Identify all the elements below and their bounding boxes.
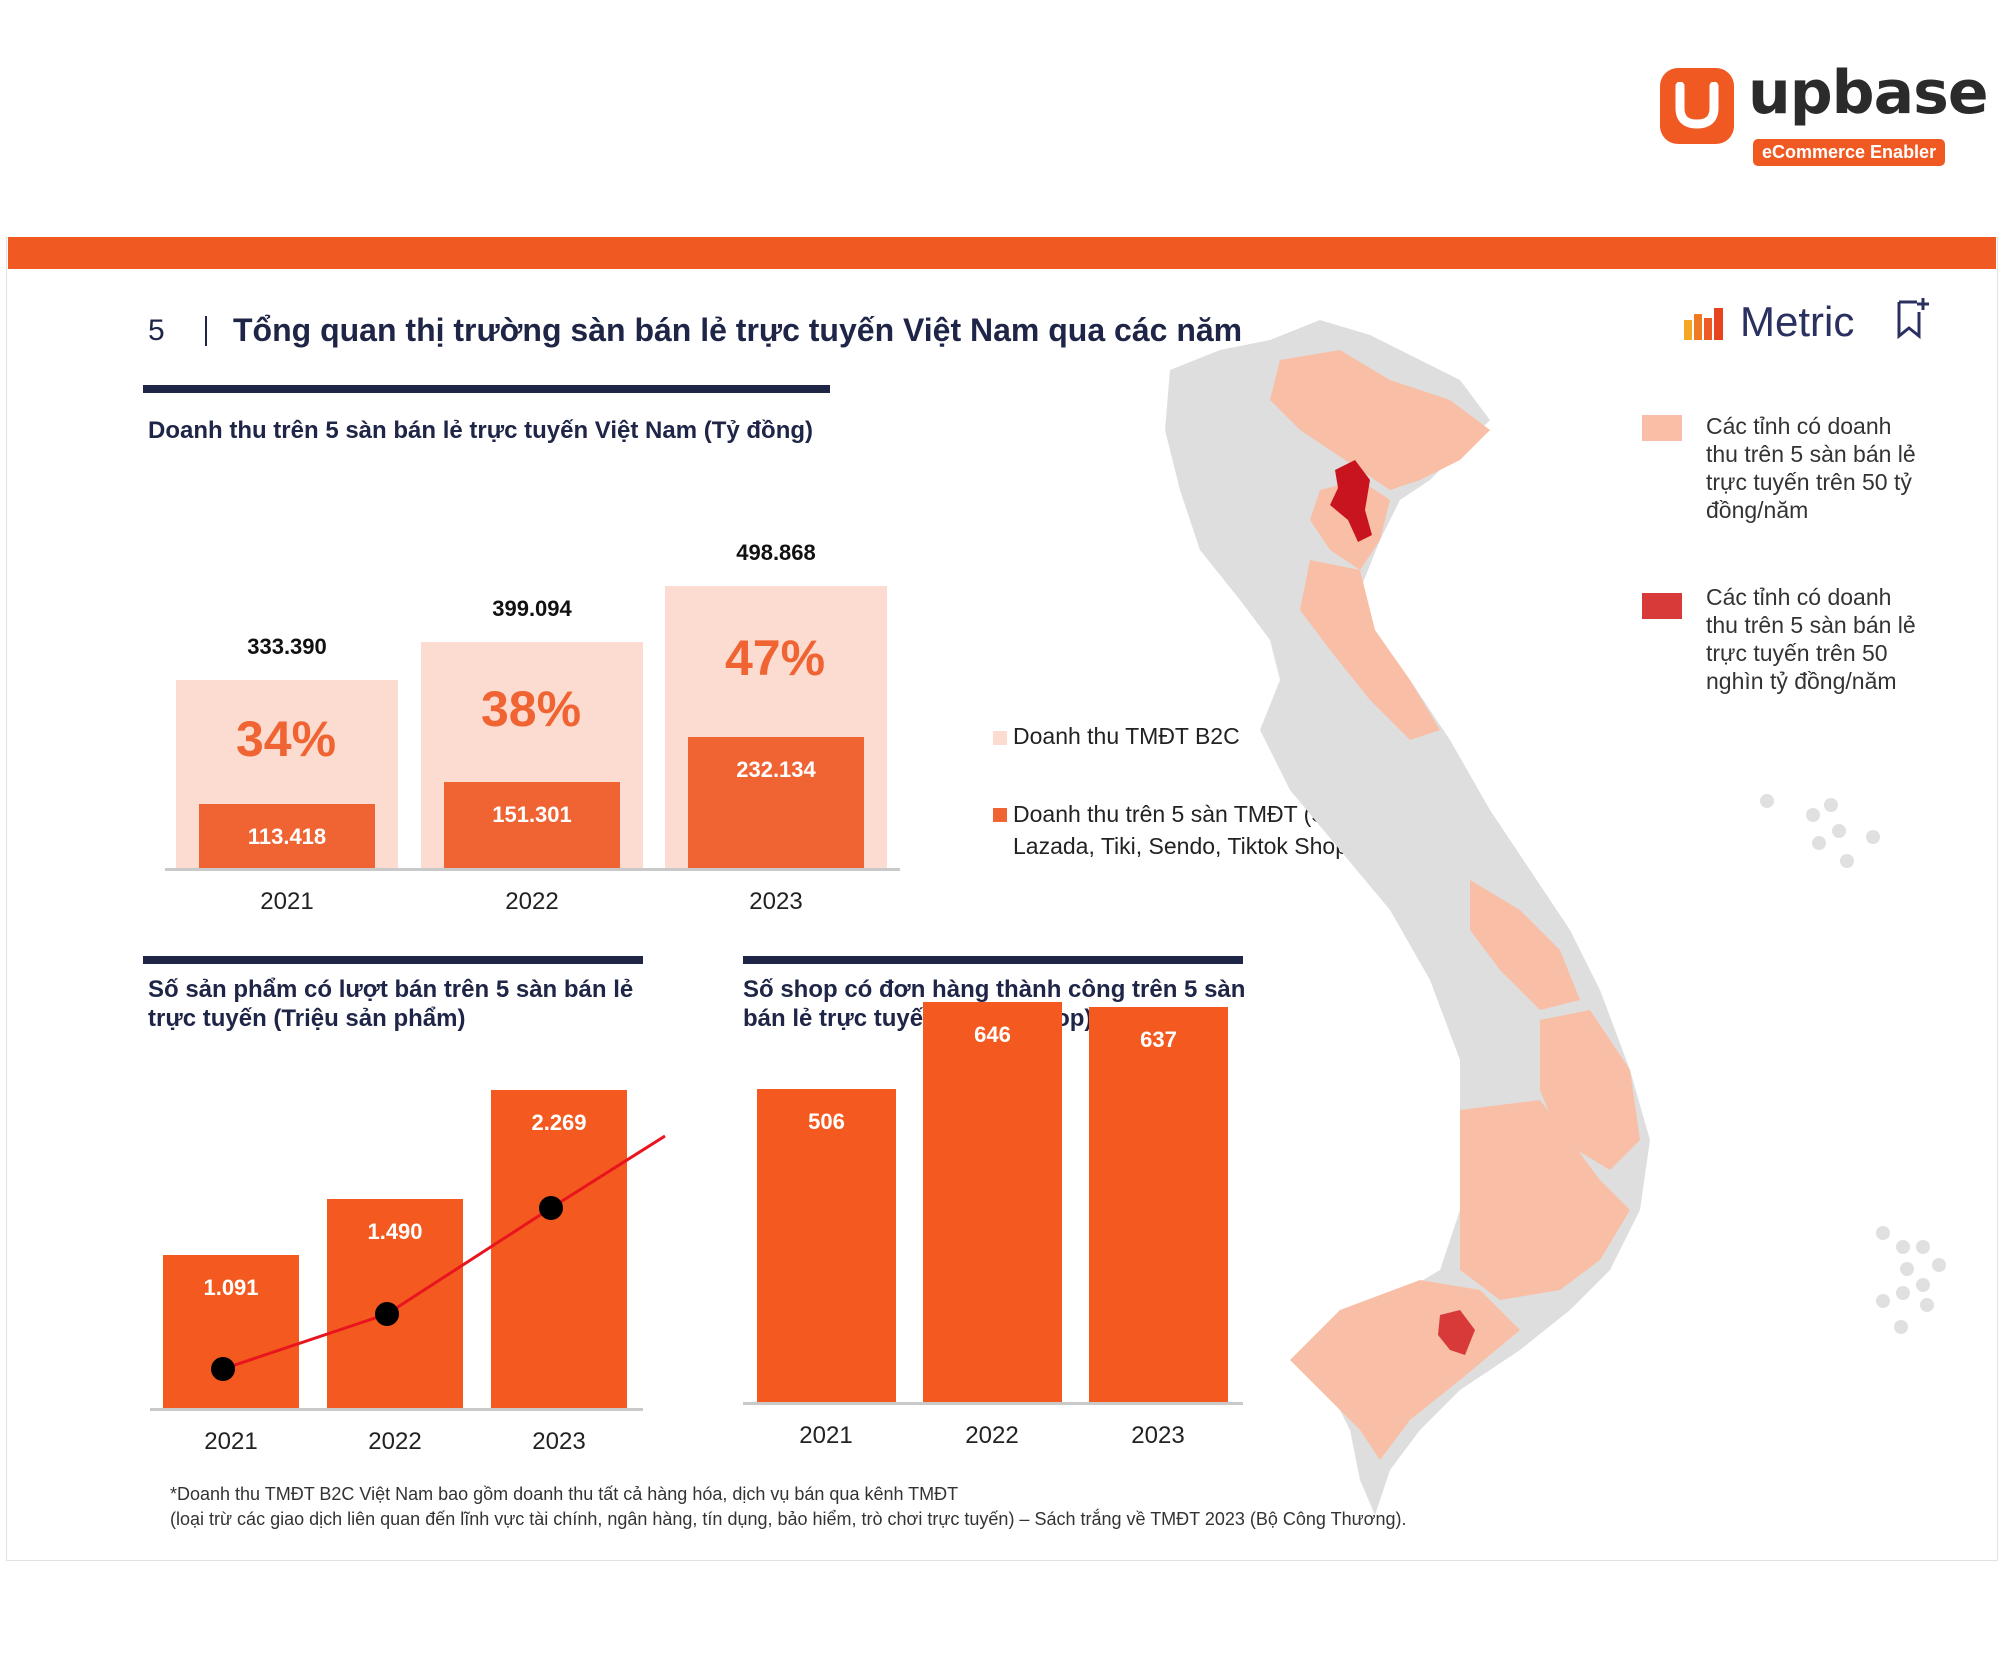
map-central-coast-1 xyxy=(1470,880,1580,1010)
upbase-logo-icon xyxy=(1660,68,1734,144)
bar-5-platforms-2023 xyxy=(688,736,864,868)
share-label-2022: 38% xyxy=(480,681,582,738)
products-trend-line xyxy=(211,1134,666,1381)
legend-swatch-5-platforms xyxy=(993,808,1007,822)
trend-point-2021 xyxy=(211,1357,235,1381)
bar-products-2023 xyxy=(491,1090,627,1408)
bar-5-platforms-2022 xyxy=(444,782,620,868)
metric-logo-text: Metric xyxy=(1740,298,1855,345)
revenue-x-axis xyxy=(165,868,900,871)
footnote-line1: *Doanh thu TMĐT B2C Việt Nam bao gồm doa… xyxy=(170,1484,959,1504)
value-label-shops-2023: 637 xyxy=(1140,1027,1177,1053)
map-legend-label-light: Các tỉnh có doanh thu trên 5 sàn bán lẻ … xyxy=(1706,413,1916,523)
logo-wordmark: upbase xyxy=(1748,58,1989,128)
products-x-axis xyxy=(150,1408,643,1411)
metric-logo-icon xyxy=(1684,306,1730,345)
bar-shops-2023 xyxy=(1089,1007,1228,1402)
revenue-chart-rule xyxy=(143,385,830,393)
x-tick-2022: 2022 xyxy=(505,888,559,915)
trend-point-2022 xyxy=(375,1302,399,1326)
decorative-dots-bottom xyxy=(1876,1224,1956,1344)
vietnam-map xyxy=(1165,320,1650,1515)
map-hanoi-region xyxy=(1330,460,1372,542)
bookmark-add-icon[interactable] xyxy=(1895,296,1931,345)
value-label-2023: 232.134 xyxy=(736,756,816,782)
map-hcmc-region xyxy=(1438,1310,1475,1355)
value-label-products-2023: 2.269 xyxy=(531,1110,587,1136)
slide-number: 5 xyxy=(148,314,165,347)
x-tick-products-2021: 2021 xyxy=(204,1428,258,1455)
value-label-products-2021: 1.091 xyxy=(203,1275,259,1301)
x-tick-shops-2022: 2022 xyxy=(965,1422,1019,1449)
trend-polyline xyxy=(222,1134,666,1371)
map-legend-swatch-dark xyxy=(1642,593,1682,619)
x-tick-products-2023: 2023 xyxy=(532,1428,586,1455)
legend-swatch-b2c xyxy=(993,731,1007,745)
x-tick-shops-2021: 2021 xyxy=(799,1422,853,1449)
upbase-logo: upbase eCommerce Enabler xyxy=(1660,58,1989,176)
share-label-2023: 47% xyxy=(724,630,826,687)
x-tick-2023: 2023 xyxy=(749,888,803,915)
map-south-central-provinces xyxy=(1460,1100,1630,1300)
decorative-dots-top xyxy=(1760,790,1890,880)
share-label-2021: 34% xyxy=(235,710,337,767)
x-tick-shops-2023: 2023 xyxy=(1131,1422,1185,1449)
legend-label-5-platforms-line2: Lazada, Tiki, Sendo, Tiktok Shop) xyxy=(1013,833,1356,859)
slide-top-bar xyxy=(8,237,1996,269)
shops-x-axis xyxy=(743,1402,1243,1405)
map-legend-label-dark: Các tỉnh có doanh thu trên 5 sàn bán lẻ … xyxy=(1706,584,1916,694)
trend-point-2023 xyxy=(539,1196,563,1220)
bar-products-2022 xyxy=(327,1199,463,1408)
products-chart-title-line2: trực tuyến (Triệu sản phẩm) xyxy=(148,1005,466,1032)
total-label-2022: 399.094 xyxy=(492,596,572,622)
total-label-2021: 333.390 xyxy=(247,633,327,659)
shops-chart-title-line1: Số shop có đơn hàng thành công trên 5 sà… xyxy=(743,976,1246,1003)
footnote: *Doanh thu TMĐT B2C Việt Nam bao gồm doa… xyxy=(170,1482,1407,1532)
map-central-coast-2 xyxy=(1540,1010,1640,1170)
value-label-products-2022: 1.490 xyxy=(367,1219,423,1245)
title-divider xyxy=(205,316,207,346)
x-tick-products-2022: 2022 xyxy=(368,1428,422,1455)
logo-tagline: eCommerce Enabler xyxy=(1753,139,1946,166)
slide-title: Tổng quan thị trường sàn bán lẻ trực tuy… xyxy=(233,312,1243,348)
bar-shops-2021 xyxy=(757,1088,896,1402)
total-label-2023: 498.868 xyxy=(736,540,816,565)
map-north-central-provinces xyxy=(1300,560,1440,740)
value-label-2021: 113.418 xyxy=(247,823,327,849)
bar-5-platforms-2021 xyxy=(199,803,375,868)
value-label-shops-2022: 646 xyxy=(974,1021,1011,1047)
products-chart-rule xyxy=(143,956,643,964)
value-label-shops-2021: 506 xyxy=(808,1108,845,1134)
revenue-chart-title: Doanh thu trên 5 sàn bán lẻ trực tuyến V… xyxy=(148,417,814,444)
x-tick-2021: 2021 xyxy=(260,888,314,915)
products-chart-title-line1: Số sản phẩm có lượt bán trên 5 sàn bán l… xyxy=(148,976,634,1003)
map-red-river-provinces xyxy=(1310,480,1390,570)
legend-label-b2c: Doanh thu TMĐT B2C xyxy=(1013,723,1240,749)
bar-products-2021 xyxy=(163,1255,299,1408)
footnote-line2: (loại trừ các giao dịch liên quan đến lĩ… xyxy=(170,1509,1407,1529)
bar-shops-2022 xyxy=(923,1001,1062,1402)
map-legend-swatch-light xyxy=(1642,415,1682,441)
shops-chart-rule xyxy=(743,956,1243,964)
value-label-2022: 151.301 xyxy=(492,802,572,828)
map-northern-provinces xyxy=(1270,350,1490,490)
